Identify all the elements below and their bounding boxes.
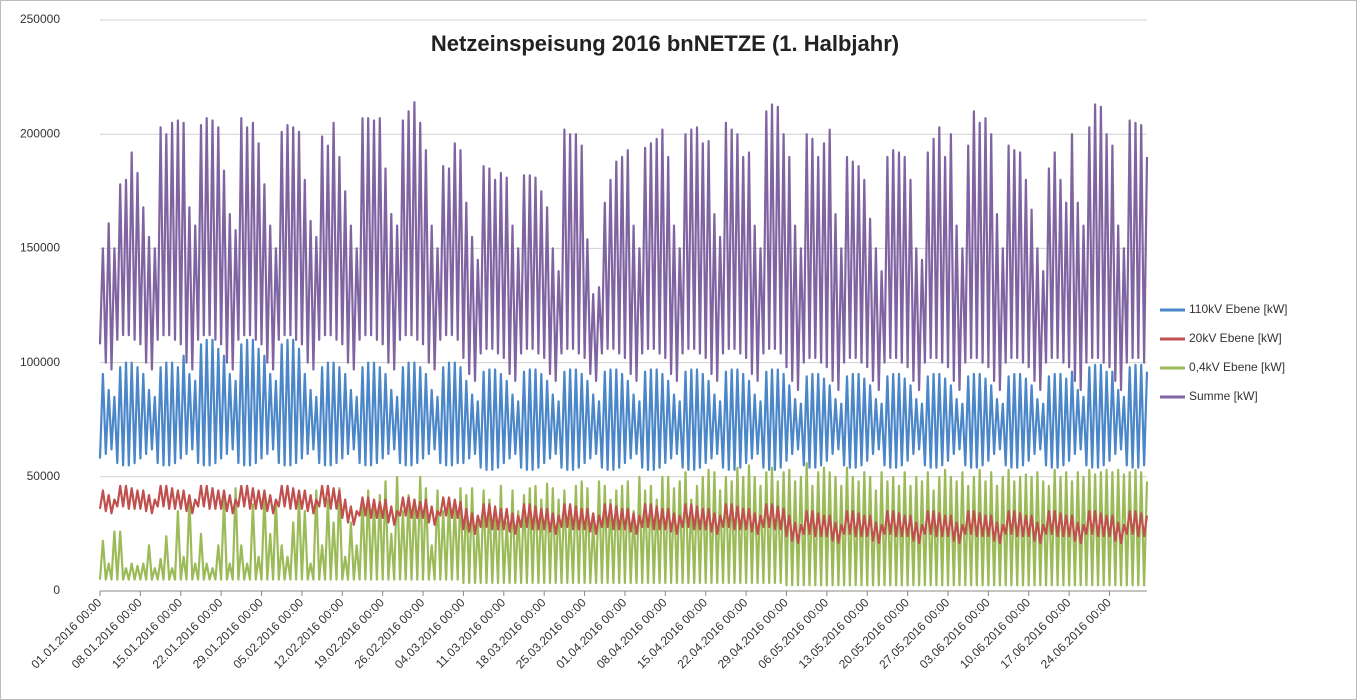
legend-label: 110kV Ebene [kW] xyxy=(1189,302,1288,316)
y-tick-label: 200000 xyxy=(20,126,60,140)
series-line xyxy=(98,484,1149,545)
legend-label: 20kV Ebene [kW] xyxy=(1189,331,1282,345)
series-line xyxy=(98,101,1149,392)
y-tick-label: 250000 xyxy=(20,12,60,26)
y-tick-label: 150000 xyxy=(20,241,60,255)
y-tick-label: 0 xyxy=(53,583,60,597)
legend-label: Summe [kW] xyxy=(1189,389,1258,403)
series-line xyxy=(98,338,1149,471)
y-tick-label: 50000 xyxy=(27,469,61,483)
legend-label: 0,4kV Ebene [kW] xyxy=(1189,360,1285,374)
chart-title: Netzeinspeisung 2016 bnNETZE (1. Halbjah… xyxy=(431,31,899,56)
y-tick-label: 100000 xyxy=(20,355,60,369)
